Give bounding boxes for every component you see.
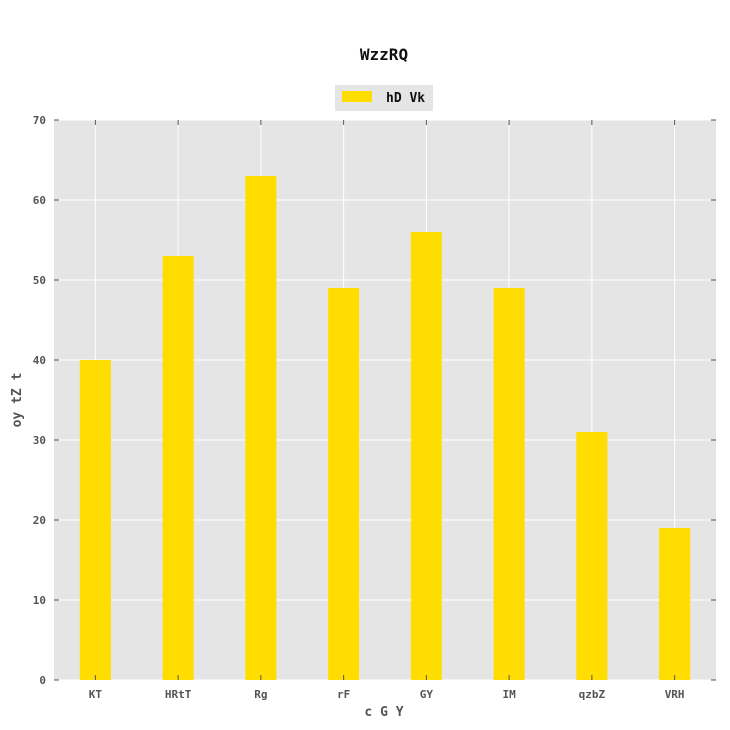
- legend-label: hD Vk: [386, 91, 425, 106]
- x-tick-label: qzbZ: [579, 688, 606, 701]
- x-tick-label: Rg: [254, 688, 267, 701]
- plot-area: [54, 120, 716, 680]
- x-tick-label: VRH: [665, 688, 685, 701]
- y-tick-label: 30: [33, 434, 46, 447]
- bar: [328, 288, 360, 680]
- x-tick-label: HRtT: [165, 688, 192, 701]
- y-tick-label: 60: [33, 194, 46, 207]
- chart-title: WzzRQ: [360, 45, 408, 64]
- legend-swatch: [342, 91, 372, 102]
- legend: hD Vk: [335, 85, 433, 111]
- bar: [410, 232, 442, 680]
- x-axis-label: c G Y: [364, 705, 403, 720]
- y-tick-label: 0: [39, 674, 46, 687]
- y-tick-label: 10: [33, 594, 46, 607]
- bar: [576, 432, 608, 680]
- bar: [79, 360, 111, 680]
- bar: [493, 288, 525, 680]
- x-tick-label: KT: [89, 688, 103, 701]
- x-tick-label: IM: [503, 688, 517, 701]
- y-tick-label: 20: [33, 514, 46, 527]
- y-tick-label: 70: [33, 114, 46, 127]
- x-tick-label: GY: [420, 688, 434, 701]
- x-tick-label: rF: [337, 688, 350, 701]
- bar: [162, 256, 194, 680]
- axis-ticks: 0 10 20 30 40 50 60 70 KT HRtT Rg rF GY IM qzbZ VRH: [33, 114, 716, 701]
- bars: [79, 176, 691, 680]
- y-tick-label: 50: [33, 274, 46, 287]
- bar: [659, 528, 691, 680]
- bar: [245, 176, 277, 680]
- y-tick-label: 40: [33, 354, 46, 367]
- y-axis-label: oy tZ t: [10, 373, 25, 428]
